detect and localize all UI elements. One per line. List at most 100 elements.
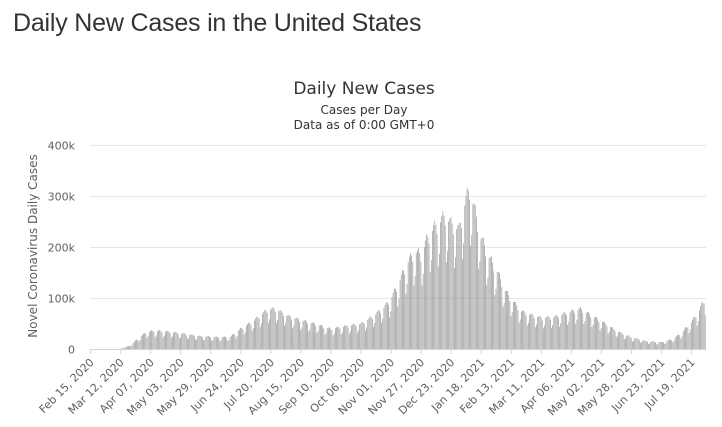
daily-cases-bar [497,271,499,349]
daily-cases-bar [280,310,282,349]
daily-cases-bar [221,337,223,349]
daily-cases-bar [122,348,124,349]
daily-cases-bar [492,262,493,349]
daily-cases-bar [258,318,260,349]
daily-cases-bar [681,336,683,349]
daily-cases-bar [524,312,526,349]
daily-cases-bar [337,326,339,349]
daily-cases-bar [246,325,247,349]
daily-cases-bar [319,325,321,349]
daily-cases-bar [361,321,363,349]
daily-cases-bar [188,338,189,349]
daily-cases-bar [499,272,500,349]
daily-cases-bar [642,340,644,349]
daily-cases-bar [536,324,537,349]
daily-cases-bar [650,341,652,349]
daily-cases-bar [157,331,158,349]
daily-cases-bar [480,238,482,349]
daily-cases-bar [648,343,649,349]
daily-cases-bar [419,253,421,349]
daily-cases-bar [533,318,535,349]
daily-cases-bar [544,325,545,349]
daily-cases-bar [203,340,204,349]
daily-cases-bar [354,324,356,349]
daily-cases-bar [448,221,449,349]
daily-cases-bar [202,337,203,349]
daily-cases-bar [288,314,290,349]
daily-cases-bar [190,334,192,349]
daily-cases-bar [177,334,179,349]
daily-cases-bar [701,302,703,349]
daily-cases-bar [406,284,408,349]
daily-cases-bar [517,310,519,349]
daily-cases-bar [465,196,467,349]
daily-cases-bar [577,310,579,349]
daily-cases-bar [369,316,371,349]
daily-cases-bar [607,333,609,349]
chart-title: Daily New Cases [293,79,435,99]
daily-cases-bar [682,331,684,349]
daily-cases-bar [380,312,381,349]
daily-cases-bar [511,312,513,349]
daily-cases-bar [510,315,512,349]
daily-cases-bar [656,344,658,349]
daily-cases-bar [472,204,474,349]
daily-cases-bar [242,329,244,349]
daily-cases-bar [509,301,511,349]
daily-cases-bar [368,318,370,349]
daily-cases-bar [432,230,433,349]
daily-cases-bar [612,327,614,349]
daily-cases-bar [226,337,228,349]
daily-cases-bar [588,311,589,349]
daily-cases-bar [187,339,188,349]
daily-cases-bar [541,320,543,349]
daily-cases-bar [559,326,560,349]
daily-cases-bar [628,335,630,349]
daily-cases-bar [611,327,612,349]
daily-cases-bar [332,335,334,349]
daily-cases-bar [248,322,250,349]
daily-cases-bar [702,302,704,349]
daily-cases-bar [634,338,636,349]
daily-cases-bar [413,285,415,349]
daily-cases-bar [376,311,378,349]
daily-cases-bar [470,245,471,349]
daily-cases-bar [274,311,276,349]
daily-cases-bar [695,317,697,349]
daily-cases-bar [169,333,171,349]
daily-cases-bar [385,302,387,349]
daily-cases-bar [562,313,564,349]
daily-cases-bar [270,309,271,349]
daily-cases-bar [212,339,214,349]
daily-cases-bar [644,340,646,349]
daily-cases-bar [598,322,600,349]
daily-cases-bar [272,307,274,349]
daily-cases-bar [529,314,530,349]
daily-cases-bar [493,271,495,349]
daily-cases-bar [289,316,291,349]
daily-cases-bar [145,333,147,349]
daily-cases-bar [398,298,400,349]
daily-cases-bar [424,247,425,349]
daily-cases-bar [477,232,478,349]
daily-cases-bar [638,340,640,349]
daily-cases-bar [686,327,688,349]
daily-cases-bar [519,319,521,349]
daily-cases-bar [641,342,642,349]
daily-cases-bar [411,255,412,349]
daily-cases-bar [574,313,575,349]
daily-cases-bar [420,261,422,349]
daily-cases-bar [377,310,379,349]
daily-cases-bar [496,271,498,349]
daily-cases-bar [234,334,236,349]
daily-cases-bar [610,327,611,349]
daily-cases-bar [331,330,333,349]
daily-cases-bar [405,293,407,349]
daily-cases-bar [514,301,515,349]
daily-cases-bar [189,334,191,349]
daily-cases-bar [476,216,477,349]
daily-cases-bar [504,291,506,349]
daily-cases-bar [457,225,459,349]
daily-cases-bar [623,339,625,349]
